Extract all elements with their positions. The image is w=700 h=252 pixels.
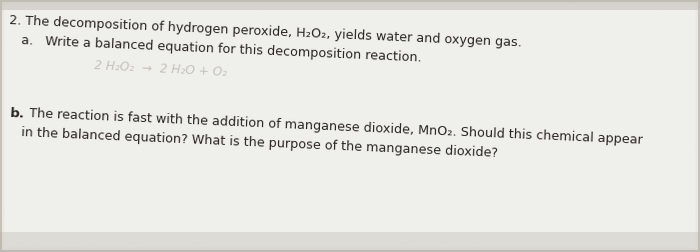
FancyBboxPatch shape bbox=[0, 232, 700, 252]
FancyBboxPatch shape bbox=[2, 2, 698, 250]
Text: The reaction is fast with the addition of manganese dioxide, MnO₂. Should this c: The reaction is fast with the addition o… bbox=[29, 107, 643, 147]
Text: 2 H₂O₂  →  2 H₂O + O₂: 2 H₂O₂ → 2 H₂O + O₂ bbox=[94, 59, 228, 79]
Text: in the balanced equation? What is the purpose of the manganese dioxide?: in the balanced equation? What is the pu… bbox=[22, 126, 498, 160]
Text: b.: b. bbox=[9, 107, 25, 121]
Text: 2. The decomposition of hydrogen peroxide, H₂O₂, yields water and oxygen gas.: 2. The decomposition of hydrogen peroxid… bbox=[9, 14, 522, 49]
FancyBboxPatch shape bbox=[0, 0, 700, 10]
Text: a.   Write a balanced equation for this decomposition reaction.: a. Write a balanced equation for this de… bbox=[22, 34, 422, 65]
